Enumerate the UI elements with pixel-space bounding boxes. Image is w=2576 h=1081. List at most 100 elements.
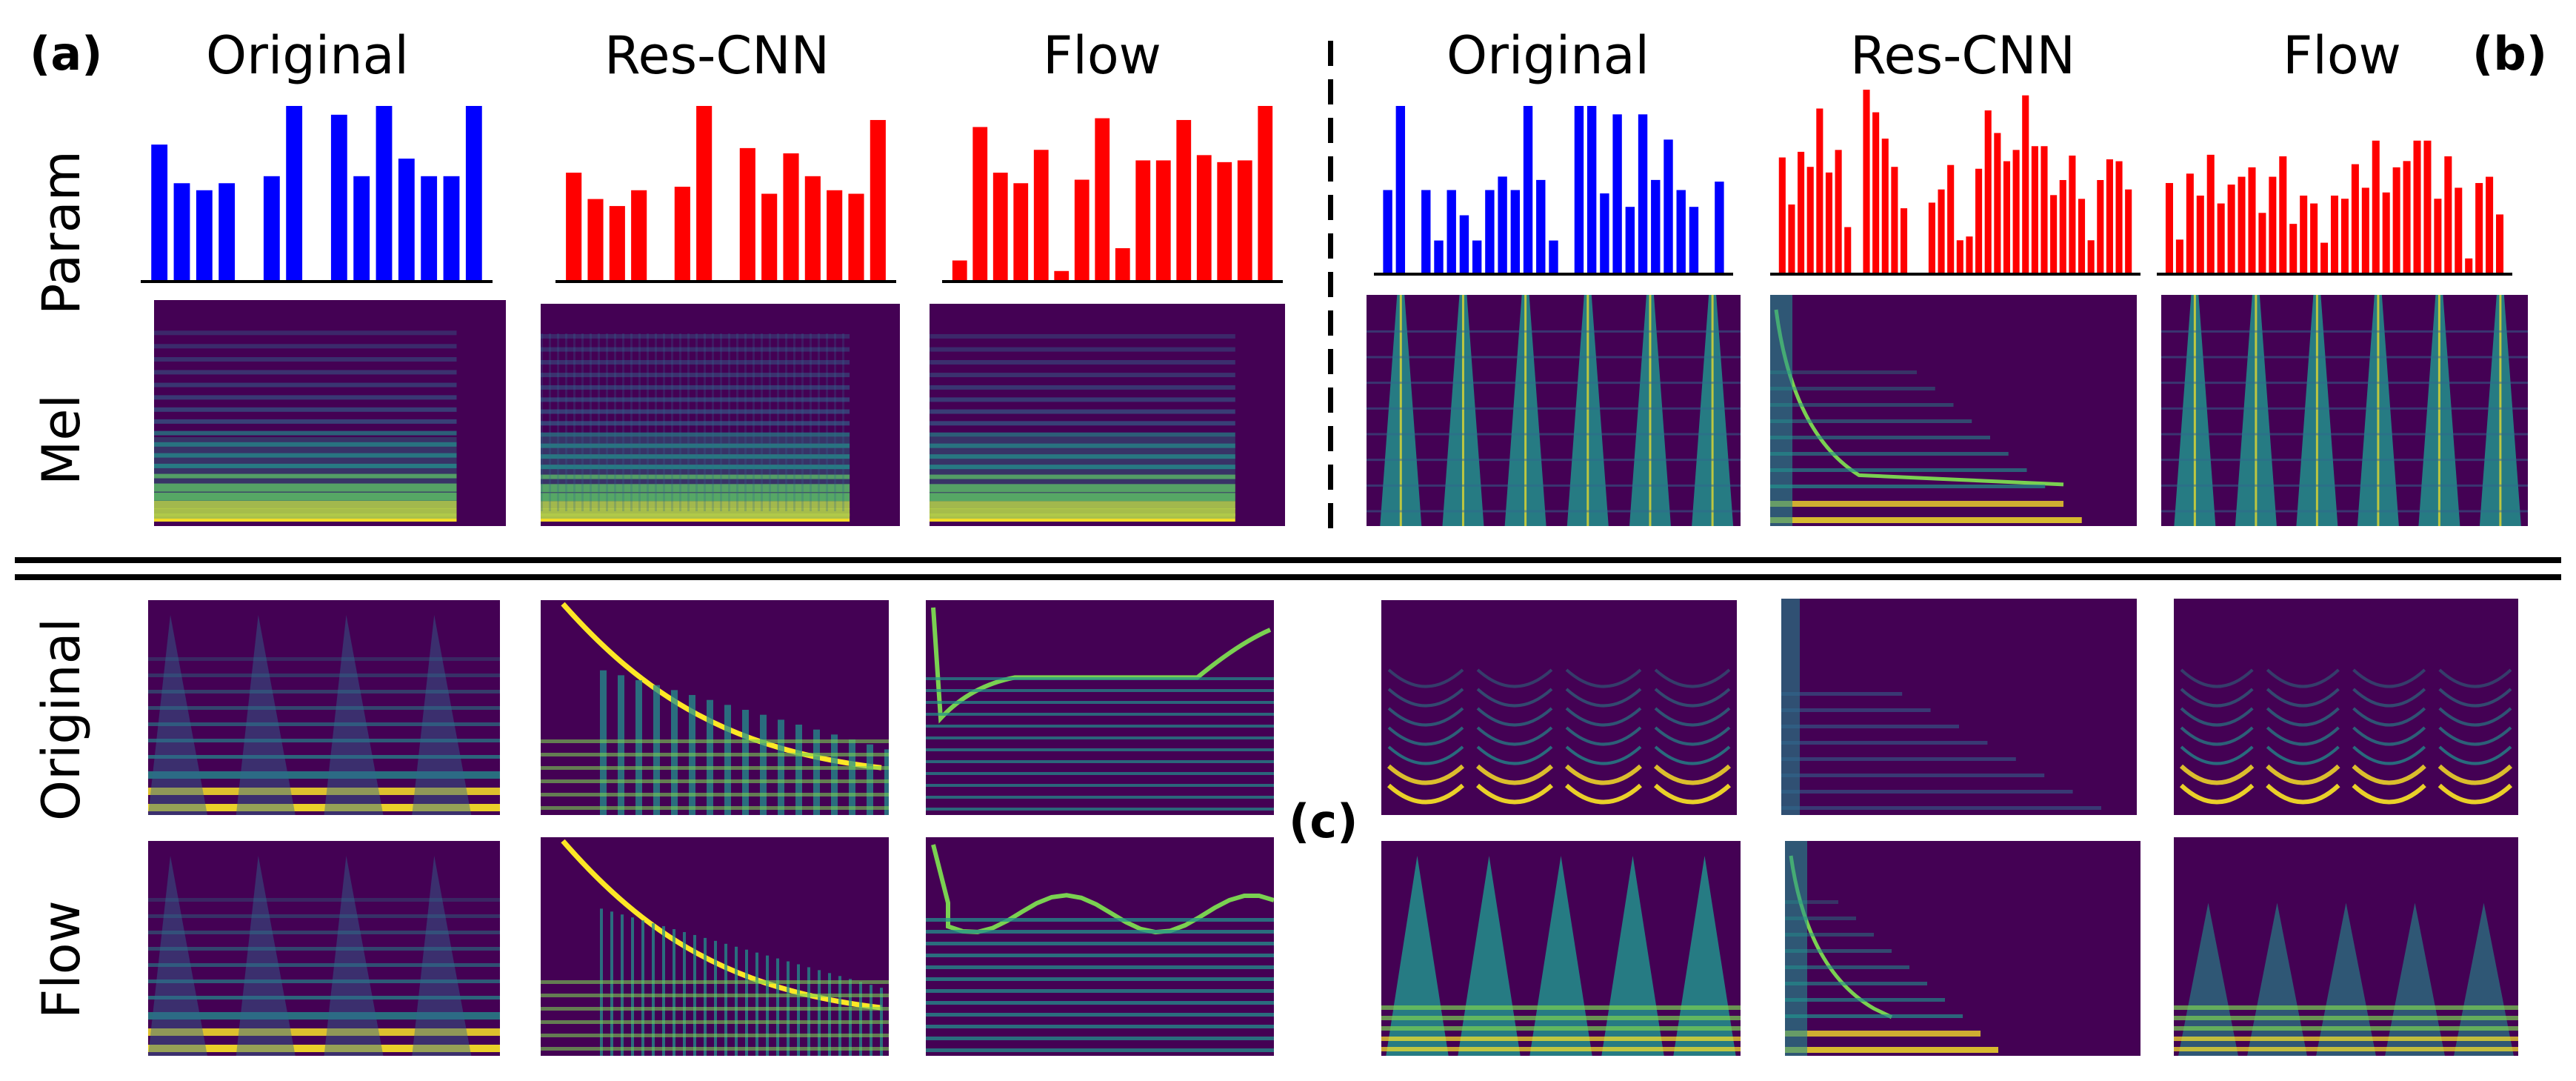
horizontal-double-separator-bottom <box>15 574 2561 580</box>
bar <box>2403 161 2411 274</box>
bar <box>1664 139 1673 274</box>
bar <box>1612 114 1622 274</box>
bar <box>2227 184 2235 274</box>
bar <box>848 193 864 282</box>
bar <box>1095 118 1110 282</box>
param-bars-b-rescnn-svg <box>1770 90 2140 276</box>
mel-spectrogram-c-original-2 <box>541 600 889 815</box>
bar <box>421 176 438 282</box>
bar <box>1881 139 1889 274</box>
bar <box>1938 189 1945 274</box>
bar <box>2434 199 2442 274</box>
bar <box>1485 190 1495 274</box>
mel-spectrogram-a-original <box>154 300 506 526</box>
mel-spectrogram-c-flow-5-image <box>1785 841 2140 1056</box>
bar <box>1155 160 1171 282</box>
bar <box>1054 270 1070 282</box>
bar <box>992 173 1008 282</box>
bar <box>2310 203 2318 274</box>
bar <box>218 183 236 282</box>
bar <box>1863 90 1870 274</box>
bar <box>2269 176 2277 274</box>
mel-spectrogram-c-original-5-image <box>1781 599 2137 815</box>
bar <box>2351 164 2359 274</box>
param-bars-b-original-svg <box>1374 106 1733 276</box>
bar <box>2041 146 2048 274</box>
mel-spectrogram-c-original-4-image <box>1381 600 1737 815</box>
bar <box>2382 192 2390 274</box>
bar <box>443 176 460 282</box>
bar <box>1586 106 1597 274</box>
bar <box>1798 151 1805 274</box>
bar <box>2372 140 2380 274</box>
param-bars-a-original-svg <box>141 106 493 283</box>
bar <box>1928 202 1935 274</box>
mel-spectrogram-c-original-1 <box>148 600 500 815</box>
mel-spectrogram-c-flow-1-image <box>148 841 500 1056</box>
mel-spectrogram-c-original-6-image <box>2174 599 2518 815</box>
bar <box>972 127 988 282</box>
bar <box>1135 160 1151 282</box>
bar <box>2486 176 2494 274</box>
bar <box>2392 167 2400 274</box>
bar <box>2279 156 2287 274</box>
bar <box>398 159 415 282</box>
mel-spectrogram-c-original-4 <box>1381 600 1737 815</box>
bar <box>2455 187 2463 274</box>
mel-spectrogram-a-rescnn-image <box>541 304 900 526</box>
bar <box>2106 159 2113 274</box>
bar <box>2078 199 2086 274</box>
bar <box>1891 167 1898 274</box>
bar <box>1600 193 1609 274</box>
mel-spectrogram-c-original-5 <box>1781 599 2137 815</box>
mel-spectrogram-b-original-image <box>1367 295 1741 526</box>
bar <box>2097 180 2104 274</box>
mel-spectrogram-b-rescnn <box>1770 295 2137 526</box>
bar <box>1074 179 1090 282</box>
bar <box>1816 108 1823 274</box>
bar <box>2423 140 2432 274</box>
mel-spectrogram-a-flow <box>930 304 1285 526</box>
bar <box>2125 189 2132 274</box>
mel-spectrogram-c-flow-3-image <box>926 837 1274 1056</box>
bar <box>1115 247 1130 282</box>
bar <box>1966 236 1973 274</box>
param-bars-b-original <box>1374 100 1733 276</box>
param-bars-b-rescnn <box>1770 80 2140 276</box>
bar <box>1788 204 1795 274</box>
bar <box>1872 112 1880 274</box>
bar <box>2003 161 2011 274</box>
bar <box>1947 164 1955 274</box>
bar <box>2496 214 2504 274</box>
bar <box>173 183 190 282</box>
bar <box>1835 150 1842 274</box>
mel-spectrogram-c-original-1-image <box>148 600 500 815</box>
bar <box>1689 207 1699 274</box>
mel-spectrogram-c-flow-5 <box>1785 841 2140 1056</box>
column-title-a-original: Original <box>206 25 409 86</box>
bar <box>870 119 886 282</box>
bar <box>2330 196 2339 274</box>
bar <box>2031 146 2038 274</box>
column-title-b-original: Original <box>1447 25 1649 86</box>
column-title-a-rescnn: Res-CNN <box>604 25 830 86</box>
bar <box>696 106 713 282</box>
bar <box>674 187 690 282</box>
bar <box>1196 155 1212 282</box>
bar <box>761 193 778 282</box>
bar <box>609 206 625 282</box>
bar <box>2340 199 2349 274</box>
bar <box>376 106 393 282</box>
bar <box>2289 224 2298 274</box>
bar <box>587 199 604 282</box>
mel-spectrogram-b-original <box>1367 295 1741 526</box>
bar <box>2320 242 2329 274</box>
bar <box>827 190 843 282</box>
bar <box>2361 187 2369 274</box>
bar <box>286 106 303 282</box>
bar <box>2300 196 2308 274</box>
mel-spectrogram-c-original-6 <box>2174 599 2518 815</box>
mel-spectrogram-c-flow-4 <box>1381 841 1741 1056</box>
bar <box>2050 195 2058 274</box>
bar <box>1844 227 1852 274</box>
